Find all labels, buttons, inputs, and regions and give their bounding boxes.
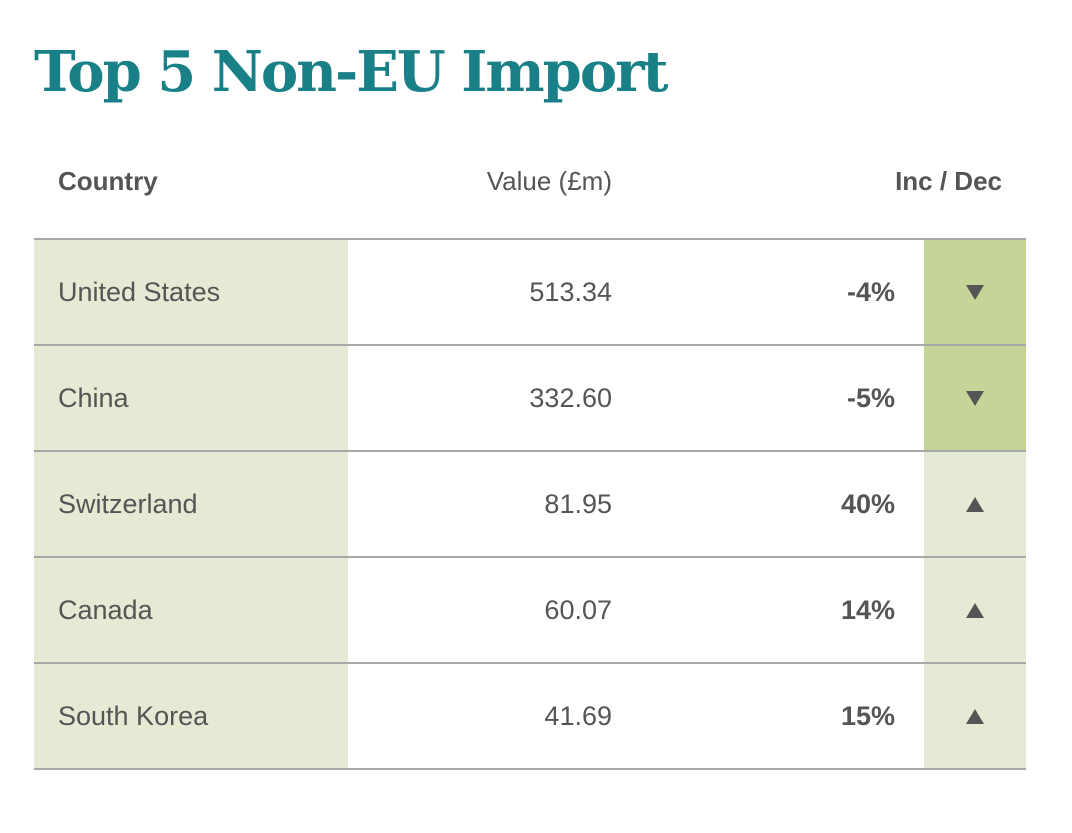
table-header: Country Value (£m) Inc / Dec bbox=[34, 160, 1026, 206]
direction-cell bbox=[924, 452, 1026, 556]
country-cell: Canada bbox=[34, 558, 348, 662]
direction-cell bbox=[924, 558, 1026, 662]
direction-cell bbox=[924, 240, 1026, 344]
country-cell: United States bbox=[34, 240, 348, 344]
direction-cell bbox=[924, 664, 1026, 768]
triangle-up-icon bbox=[966, 602, 984, 618]
value-cell: 332.60 bbox=[529, 383, 612, 413]
value-cell: 41.69 bbox=[544, 701, 612, 731]
value-cell: 60.07 bbox=[544, 595, 612, 625]
change-cell: 15% bbox=[840, 701, 895, 731]
header-change: Inc / Dec bbox=[895, 166, 1002, 196]
import-table: United States 513.34 -4% China 332.60 -5% Swit… bbox=[34, 238, 1026, 770]
header-value: Value (£m) bbox=[486, 166, 612, 196]
country-label: South Korea bbox=[58, 701, 209, 731]
header-country: Country bbox=[58, 166, 158, 196]
triangle-down-icon bbox=[966, 390, 984, 406]
triangle-up-icon bbox=[966, 496, 984, 512]
country-label: Switzerland bbox=[58, 489, 198, 519]
country-label: United States bbox=[58, 277, 221, 307]
table-row: United States 513.34 -4% bbox=[34, 240, 1026, 346]
change-cell: 40% bbox=[840, 489, 895, 519]
table-row: China 332.60 -5% bbox=[34, 346, 1026, 452]
triangle-down-icon bbox=[966, 284, 984, 300]
country-cell: China bbox=[34, 346, 348, 450]
change-cell: -5% bbox=[846, 383, 895, 413]
value-cell: 513.34 bbox=[529, 277, 612, 307]
country-label: China bbox=[58, 383, 129, 413]
table-row: Switzerland 81.95 40% bbox=[34, 452, 1026, 558]
triangle-up-icon bbox=[966, 708, 984, 724]
page-title: Top 5 Non-EU Import bbox=[34, 39, 669, 105]
table-row: Canada 60.07 14% bbox=[34, 558, 1026, 664]
table-row: South Korea 41.69 15% bbox=[34, 664, 1026, 770]
country-label: Canada bbox=[58, 595, 153, 625]
country-cell: South Korea bbox=[34, 664, 348, 768]
country-cell: Switzerland bbox=[34, 452, 348, 556]
value-cell: 81.95 bbox=[544, 489, 612, 519]
change-cell: -4% bbox=[846, 277, 895, 307]
direction-cell bbox=[924, 346, 1026, 450]
change-cell: 14% bbox=[840, 595, 895, 625]
